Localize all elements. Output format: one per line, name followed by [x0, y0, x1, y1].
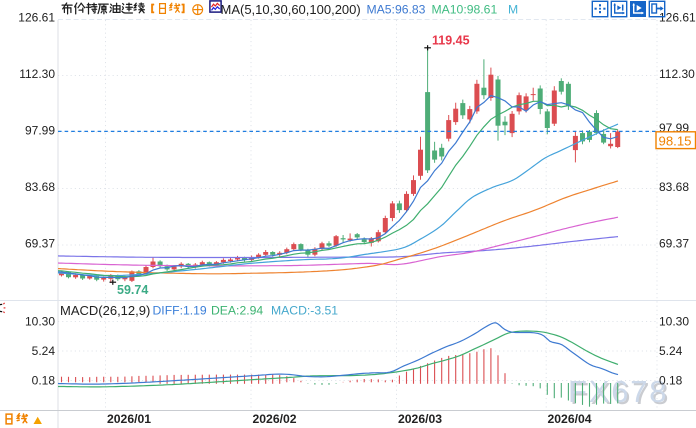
svg-text:83.68: 83.68: [659, 180, 689, 194]
svg-text:98.15: 98.15: [659, 134, 692, 149]
svg-text:MACD:-3.51: MACD:-3.51: [271, 304, 338, 318]
svg-text:69.37: 69.37: [25, 237, 55, 251]
svg-text:DEA:2.94: DEA:2.94: [211, 304, 263, 318]
svg-text:10.30: 10.30: [25, 315, 55, 329]
svg-text:112.30: 112.30: [19, 67, 55, 81]
svg-text:2026/02: 2026/02: [253, 412, 297, 426]
svg-text:DIFF:1.19: DIFF:1.19: [153, 304, 207, 318]
svg-text:119.45: 119.45: [432, 34, 470, 48]
svg-text:MA5:96.83: MA5:96.83: [367, 3, 426, 17]
svg-text:MA10:98.61: MA10:98.61: [432, 3, 498, 17]
svg-text:2026/04: 2026/04: [548, 412, 592, 426]
svg-text:10.30: 10.30: [659, 315, 689, 329]
svg-text:69.37: 69.37: [659, 237, 689, 251]
svg-text:112.30: 112.30: [659, 67, 695, 81]
svg-text:0.18: 0.18: [659, 374, 683, 388]
svg-text:5.24: 5.24: [32, 344, 56, 358]
svg-text:59.74: 59.74: [117, 283, 148, 297]
svg-text:MA(5,10,30,60,100,200): MA(5,10,30,60,100,200): [221, 2, 361, 17]
svg-text:2026/01: 2026/01: [107, 412, 151, 426]
svg-text:M: M: [508, 3, 518, 17]
svg-text:97.99: 97.99: [25, 124, 55, 138]
svg-text:2026/03: 2026/03: [398, 412, 442, 426]
svg-text:MACD(26,12,9): MACD(26,12,9): [60, 303, 150, 318]
svg-text:0.18: 0.18: [32, 374, 56, 388]
svg-text:FX678: FX678: [570, 376, 670, 411]
svg-text:126.61: 126.61: [659, 11, 696, 25]
svg-text:5.24: 5.24: [659, 344, 683, 358]
svg-text:83.68: 83.68: [25, 180, 55, 194]
svg-text:126.61: 126.61: [18, 11, 55, 25]
